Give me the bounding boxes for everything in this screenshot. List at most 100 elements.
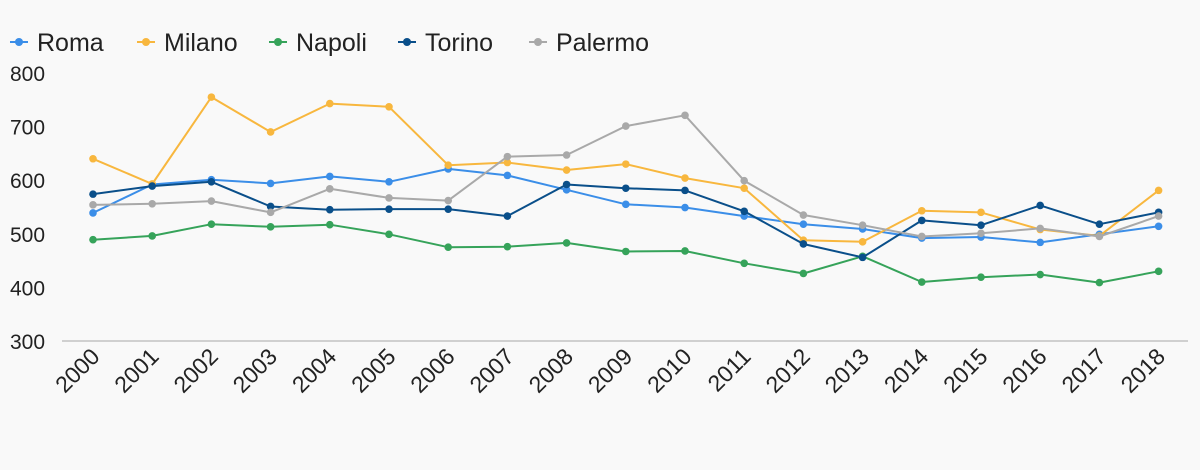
data-point-napoli[interactable] [622, 247, 630, 256]
data-point-milano[interactable] [918, 206, 926, 215]
data-point-roma[interactable] [503, 171, 512, 180]
y-tick-label: 300 [10, 331, 45, 354]
data-point-roma[interactable] [681, 203, 689, 212]
data-point-napoli[interactable] [681, 247, 689, 255]
data-point-milano[interactable] [503, 158, 512, 167]
data-point-torino[interactable] [622, 184, 630, 193]
data-point-milano[interactable] [326, 99, 334, 108]
data-point-roma[interactable] [799, 220, 808, 228]
data-point-palermo[interactable] [918, 232, 926, 241]
data-point-roma[interactable] [1154, 222, 1163, 231]
data-point-napoli[interactable] [918, 278, 926, 286]
data-point-torino[interactable] [562, 180, 571, 189]
data-point-palermo[interactable] [1036, 224, 1044, 233]
legend-label: Torino [425, 29, 493, 57]
data-point-torino[interactable] [977, 221, 985, 230]
legend-item-roma[interactable]: Roma [10, 29, 104, 57]
x-tick-label: 2000 [50, 343, 105, 398]
data-point-napoli[interactable] [562, 239, 571, 247]
legend-item-napoli[interactable]: Napoli [269, 29, 367, 57]
data-point-torino[interactable] [858, 253, 867, 262]
legend-label: Palermo [556, 29, 649, 57]
x-tick-label: 2016 [997, 343, 1052, 398]
legend-item-palermo[interactable]: Palermo [529, 29, 649, 57]
data-point-milano[interactable] [977, 208, 985, 217]
data-point-torino[interactable] [1095, 220, 1104, 228]
data-point-torino[interactable] [207, 178, 216, 186]
data-point-roma[interactable] [1036, 238, 1044, 247]
data-point-roma[interactable] [326, 172, 334, 181]
data-point-milano[interactable] [266, 128, 275, 136]
data-point-milano[interactable] [385, 102, 393, 111]
data-point-torino[interactable] [385, 205, 393, 213]
data-point-torino[interactable] [681, 186, 689, 195]
data-point-palermo[interactable] [740, 176, 748, 185]
data-point-napoli[interactable] [148, 232, 156, 240]
data-point-napoli[interactable] [977, 273, 985, 282]
data-point-palermo[interactable] [148, 199, 156, 208]
data-point-roma[interactable] [385, 178, 393, 186]
data-point-torino[interactable] [503, 212, 512, 220]
data-point-torino[interactable] [740, 207, 748, 216]
data-point-palermo[interactable] [799, 211, 808, 219]
data-point-napoli[interactable] [1095, 278, 1104, 287]
legend-swatch-marker [274, 38, 282, 46]
data-point-palermo[interactable] [89, 201, 97, 209]
data-point-roma[interactable] [266, 179, 275, 188]
data-point-milano[interactable] [444, 161, 453, 169]
data-point-napoli[interactable] [444, 243, 453, 251]
data-point-roma[interactable] [622, 200, 630, 209]
legend-item-torino[interactable]: Torino [398, 29, 493, 57]
data-point-milano[interactable] [1154, 186, 1163, 195]
data-point-torino[interactable] [444, 205, 453, 213]
data-point-torino[interactable] [326, 205, 334, 214]
data-point-torino[interactable] [799, 240, 808, 248]
data-point-roma[interactable] [562, 186, 571, 194]
x-tick-label: 2012 [760, 343, 815, 398]
data-point-torino[interactable] [89, 190, 97, 198]
data-point-palermo[interactable] [385, 194, 393, 202]
data-point-palermo[interactable] [977, 229, 985, 238]
data-point-milano[interactable] [562, 166, 571, 174]
data-point-napoli[interactable] [266, 223, 275, 231]
data-point-palermo[interactable] [858, 221, 867, 230]
legend-item-milano[interactable]: Milano [137, 29, 238, 57]
x-tick-label: 2013 [820, 343, 875, 398]
data-point-palermo[interactable] [503, 152, 512, 161]
data-point-palermo[interactable] [444, 196, 453, 205]
data-point-palermo[interactable] [562, 151, 571, 159]
data-point-torino[interactable] [148, 182, 156, 190]
data-point-palermo[interactable] [266, 208, 275, 217]
data-point-napoli[interactable] [1154, 267, 1163, 276]
data-point-milano[interactable] [858, 238, 867, 246]
data-point-napoli[interactable] [326, 220, 334, 229]
data-point-palermo[interactable] [622, 122, 630, 130]
data-point-palermo[interactable] [326, 184, 334, 193]
data-point-napoli[interactable] [385, 230, 393, 239]
x-tick-label: 2007 [464, 343, 519, 398]
data-point-palermo[interactable] [1095, 232, 1104, 241]
data-point-palermo[interactable] [207, 197, 216, 205]
data-point-torino[interactable] [1036, 201, 1044, 210]
x-tick-label: 2014 [879, 343, 934, 398]
data-point-napoli[interactable] [503, 242, 512, 251]
data-point-napoli[interactable] [799, 269, 808, 278]
data-point-milano[interactable] [622, 160, 630, 168]
x-tick-label: 2018 [1116, 343, 1171, 398]
data-point-milano[interactable] [207, 93, 216, 101]
series-milano [89, 93, 1163, 246]
data-point-torino[interactable] [918, 216, 926, 225]
legend-swatch-marker [534, 38, 542, 46]
data-point-palermo[interactable] [1154, 212, 1163, 220]
data-point-torino[interactable] [266, 202, 275, 211]
data-point-napoli[interactable] [740, 259, 748, 268]
data-point-milano[interactable] [681, 174, 689, 182]
x-tick-label: 2003 [228, 343, 283, 398]
data-point-napoli[interactable] [1036, 270, 1044, 279]
data-point-palermo[interactable] [681, 111, 689, 120]
data-point-roma[interactable] [89, 209, 97, 217]
data-point-napoli[interactable] [89, 235, 97, 244]
data-point-milano[interactable] [89, 154, 97, 163]
data-point-napoli[interactable] [207, 220, 216, 228]
data-point-milano[interactable] [740, 184, 748, 193]
